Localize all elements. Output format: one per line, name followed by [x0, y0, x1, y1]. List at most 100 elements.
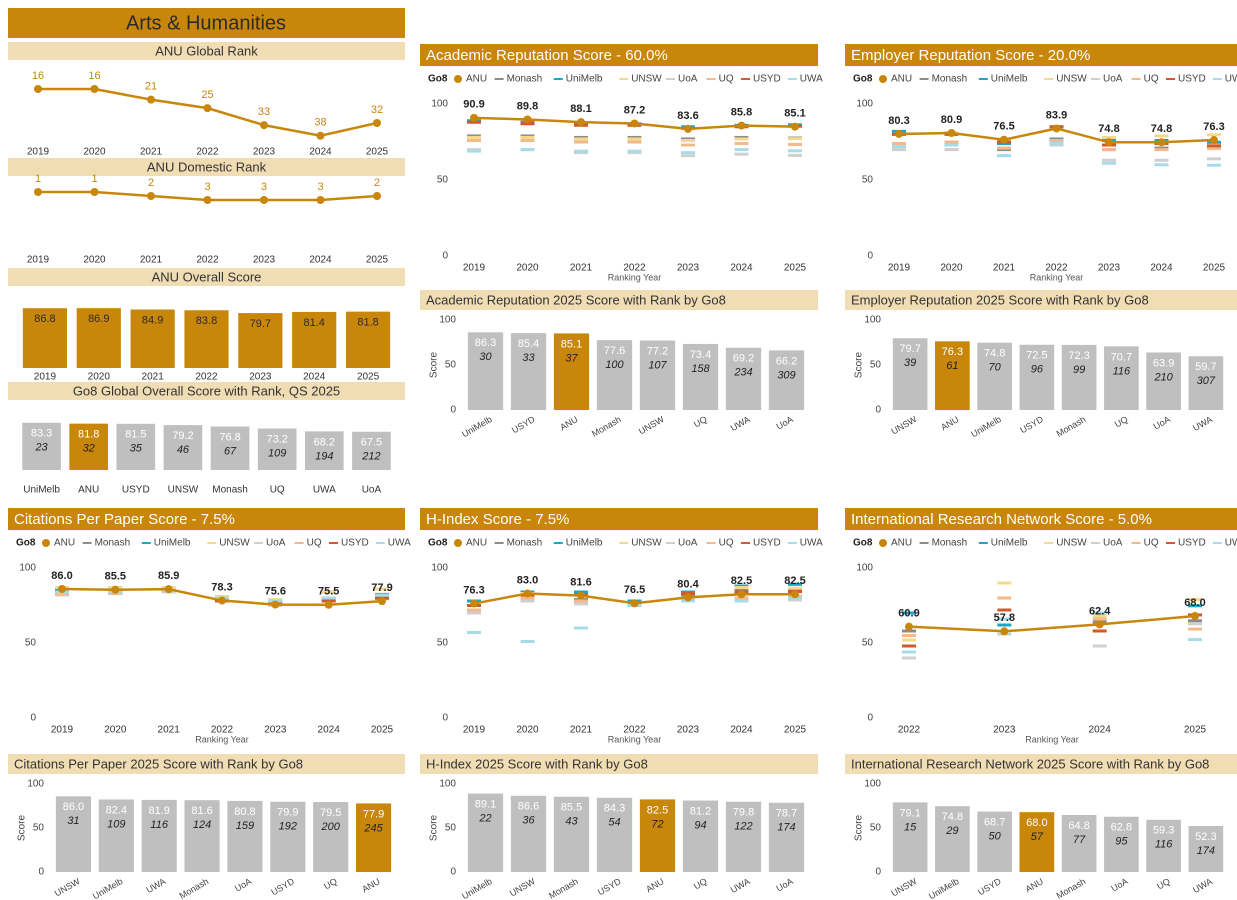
bar: [184, 310, 229, 368]
x-tick-label: 2024: [309, 147, 332, 158]
y-tick-label: 0: [875, 405, 881, 416]
data-label: 2: [148, 177, 154, 189]
y-tick-label: 0: [867, 713, 873, 724]
title-banner: [8, 268, 405, 286]
x-tick-label: 2023: [253, 147, 276, 158]
x-tick-label: UQ: [1155, 876, 1172, 891]
bar: [725, 801, 762, 872]
x-tick-label: 2025: [366, 147, 389, 158]
bar: [22, 422, 61, 470]
x-tick-label: Monash: [212, 485, 248, 496]
x-tick-label: USYD: [269, 876, 296, 897]
data-label: 86.0: [63, 801, 84, 813]
x-tick-label: UWA: [1191, 414, 1214, 433]
chart-title: Employer Reputation 2025 Score with Rank…: [851, 292, 1149, 307]
bar: [55, 796, 92, 872]
y-tick-label: 0: [450, 405, 456, 416]
x-tick-label: UNSW: [889, 876, 918, 899]
point: [203, 196, 212, 204]
data-label: 82.5: [731, 575, 752, 587]
data-label: 85.8: [731, 106, 752, 118]
x-tick-label: ANU: [78, 485, 99, 496]
y-axis-label: Score: [429, 352, 440, 379]
bar: [596, 340, 633, 410]
x-tick-label: UniMelb: [23, 485, 60, 496]
data-label: 32: [371, 104, 383, 116]
point: [470, 113, 478, 122]
chart-title: ANU Overall Score: [152, 269, 262, 284]
data-label: 1: [35, 173, 41, 185]
x-tick-label: 2023: [264, 725, 287, 736]
data-label: 76.8: [219, 431, 240, 443]
legend-label: UQ: [307, 538, 322, 549]
point: [111, 585, 120, 594]
point: [164, 585, 173, 594]
data-label: 76.3: [942, 346, 963, 358]
bar: [596, 797, 633, 872]
y-tick-label: 0: [450, 867, 456, 878]
data-label: 75.6: [265, 586, 286, 598]
data-label: 81.6: [191, 805, 212, 817]
data-label: 86.0: [51, 570, 72, 582]
legend-label: UNSW: [631, 538, 662, 549]
data-label: 57.8: [994, 612, 1015, 624]
data-label: 81.2: [690, 805, 711, 817]
point: [147, 192, 155, 200]
rank-label: 67: [224, 445, 237, 457]
y-tick-label: 0: [442, 251, 448, 262]
legend-label: Monash: [95, 538, 131, 549]
legend-marker: [879, 539, 887, 547]
data-label: 77.9: [363, 808, 384, 820]
x-tick-label: 2023: [993, 725, 1016, 736]
rank-label: 30: [479, 351, 492, 363]
x-tick-label: 2019: [463, 263, 486, 274]
point: [218, 596, 226, 605]
x-tick-label: 2021: [140, 147, 163, 158]
rank-label: 95: [1115, 836, 1128, 848]
point: [373, 192, 381, 200]
x-tick-label: 2023: [677, 725, 700, 736]
rank-label: 107: [648, 359, 667, 371]
x-tick-label: USYD: [596, 876, 623, 897]
x-tick-label: UNSW: [637, 414, 666, 437]
bar: [1019, 344, 1055, 410]
x-tick-label: UWA: [313, 485, 336, 496]
x-tick-label: 2020: [83, 147, 106, 158]
legend-label: UQ: [1144, 538, 1159, 549]
data-label: 81.9: [148, 805, 169, 817]
data-label: 68.7: [984, 816, 1005, 828]
y-tick-label: 50: [445, 823, 457, 834]
data-label: 16: [32, 70, 44, 82]
point: [684, 124, 692, 133]
chart-title: Academic Reputation 2025 Score with Rank…: [426, 292, 726, 307]
x-axis-label: Ranking Year: [608, 734, 662, 744]
y-tick-label: 50: [870, 360, 882, 371]
x-tick-label: USYD: [510, 414, 537, 435]
x-tick-label: 2021: [570, 263, 593, 274]
data-label: 3: [261, 181, 267, 193]
point: [905, 622, 913, 631]
y-tick-label: 50: [445, 360, 457, 371]
rank-label: 37: [565, 352, 578, 364]
point: [34, 85, 42, 93]
bar: [238, 313, 283, 368]
data-label: 79.1: [899, 807, 920, 819]
x-tick-label: UniMelb: [927, 876, 961, 900]
bar: [76, 308, 121, 368]
bar: [1104, 346, 1139, 410]
x-tick-label: 2021: [570, 725, 593, 736]
data-label: 25: [201, 89, 213, 101]
bar: [553, 796, 590, 872]
bar: [304, 431, 344, 470]
data-label: 80.4: [677, 578, 699, 590]
legend-label: Monash: [507, 74, 543, 85]
legend-label: UoA: [1103, 538, 1123, 549]
bar: [69, 423, 109, 470]
data-label: 21: [145, 81, 157, 93]
legend-title: Go8: [16, 538, 36, 549]
data-label: 72.3: [1068, 350, 1089, 362]
point: [577, 591, 585, 600]
data-label: 81.6: [570, 577, 591, 589]
rank-label: 39: [904, 357, 916, 369]
data-label: 81.5: [125, 429, 146, 441]
